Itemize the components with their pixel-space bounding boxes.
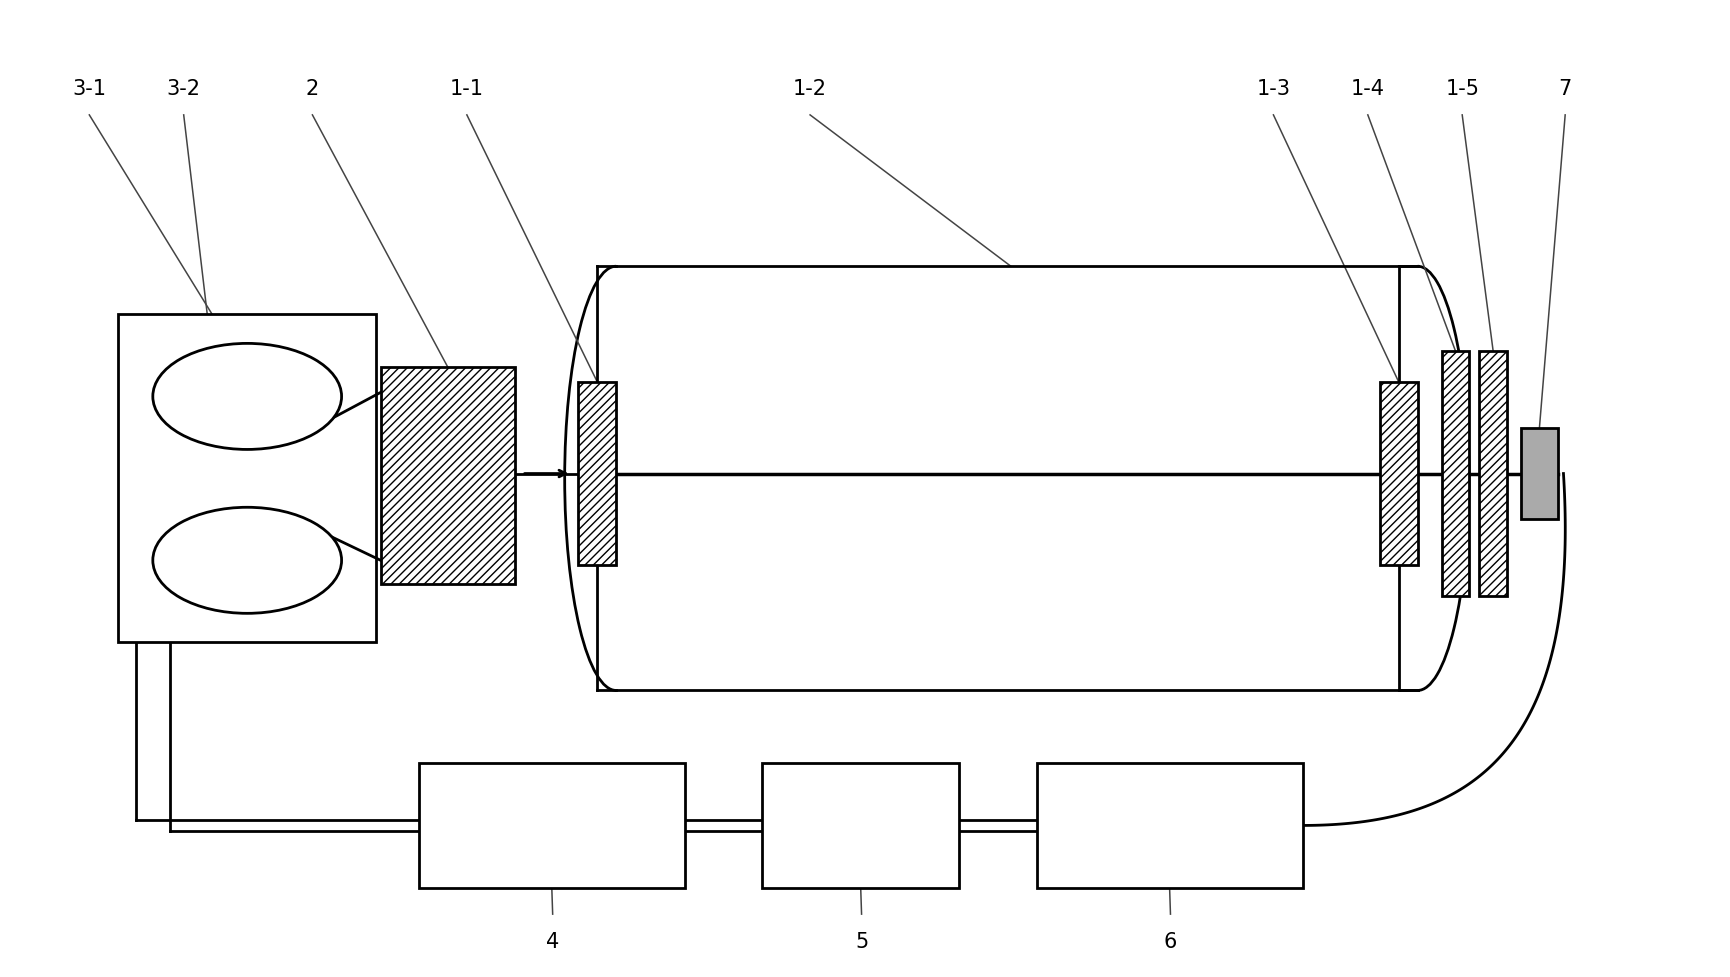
Bar (578, 383, 616, 566)
Text: 3-2: 3-2 (166, 79, 201, 99)
Circle shape (152, 344, 341, 450)
Text: 1-3: 1-3 (1256, 79, 1291, 99)
Text: 1-4: 1-4 (1351, 79, 1384, 99)
Circle shape (152, 508, 341, 614)
Bar (1381, 383, 1417, 566)
Bar (1521, 428, 1559, 520)
Text: 4: 4 (547, 931, 559, 952)
Bar (1479, 352, 1507, 597)
Bar (761, 763, 960, 888)
Bar (1441, 352, 1469, 597)
Text: 2: 2 (306, 79, 318, 99)
Bar (419, 763, 685, 888)
Bar (118, 316, 375, 643)
Bar (381, 368, 516, 585)
Bar (1036, 763, 1303, 888)
Text: 1-1: 1-1 (450, 79, 484, 99)
Text: 6: 6 (1164, 931, 1176, 952)
Text: 5: 5 (855, 931, 868, 952)
Text: 1-2: 1-2 (792, 79, 827, 99)
Text: 1-5: 1-5 (1445, 79, 1479, 99)
Text: 7: 7 (1559, 79, 1573, 99)
Text: 3-1: 3-1 (73, 79, 106, 99)
